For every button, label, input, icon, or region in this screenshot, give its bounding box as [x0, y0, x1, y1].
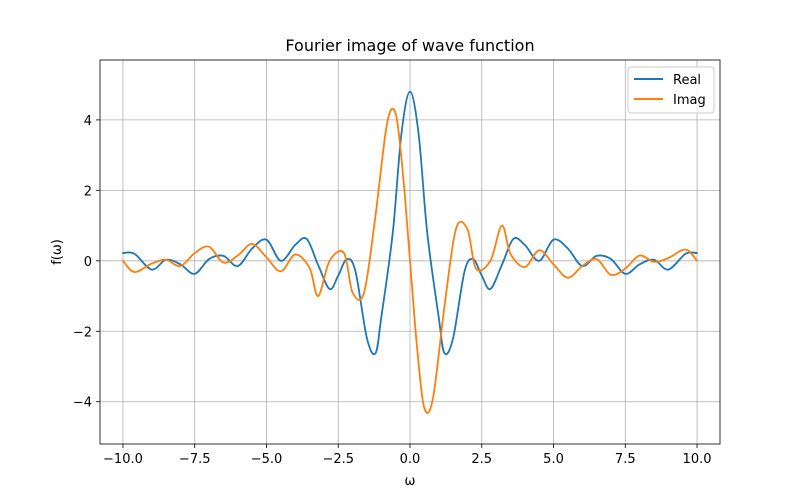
legend-label-real: Real: [673, 73, 701, 88]
x-axis-label: ω: [405, 474, 416, 489]
y-tick-label: 4: [84, 114, 92, 129]
x-tick-label: −2.5: [322, 452, 354, 467]
x-axis-ticks: −10.0 −7.5 −5.0 −2.5 0.0 2.5 5.0 7.5 10.0: [103, 444, 712, 467]
series-lines: [122, 90, 698, 414]
x-tick-label: −10.0: [103, 452, 143, 467]
y-tick-label: 2: [84, 184, 92, 199]
x-tick-label: −7.5: [179, 452, 211, 467]
x-tick-label: 10.0: [683, 452, 712, 467]
legend: Real Imag: [627, 66, 715, 114]
y-tick-label: −4: [73, 396, 92, 411]
series-line-imag: [122, 107, 698, 414]
grid-lines: [100, 60, 720, 444]
legend-label-imag: Imag: [673, 93, 706, 108]
y-tick-label: −2: [73, 325, 92, 340]
y-axis-ticks: −4 −2 0 2 4: [73, 114, 100, 411]
y-axis-label: f(ω): [50, 239, 65, 265]
x-tick-label: −5.0: [251, 452, 283, 467]
y-tick-label: 0: [84, 255, 92, 270]
series-line-real: [122, 90, 698, 356]
x-tick-label: 2.5: [471, 452, 492, 467]
chart-title: Fourier image of wave function: [285, 36, 534, 55]
x-tick-label: 5.0: [543, 452, 564, 467]
x-tick-label: 7.5: [615, 452, 636, 467]
x-tick-label: 0.0: [400, 452, 421, 467]
